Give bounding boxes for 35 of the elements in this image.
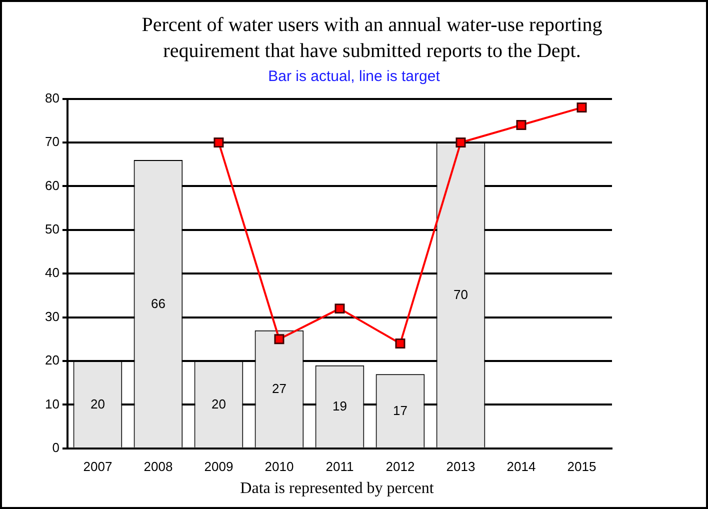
x-tick-label: 2008	[144, 458, 173, 474]
y-tick-label: 40	[44, 265, 60, 280]
data-label: 19	[332, 398, 347, 414]
chart-title: Percent of water users with an annual water-use reporting requirement that have submitted reports to the Dept.	[140, 13, 604, 64]
data-label: 66	[150, 296, 166, 311]
x-tick-label: 2014	[506, 458, 536, 474]
y-tick-label: 20	[44, 352, 60, 368]
x-tick-label: 2009	[204, 458, 234, 474]
point	[456, 138, 466, 148]
chart-subtitle: Bar is actual, line is target	[267, 68, 441, 85]
point	[395, 338, 406, 349]
x-tick-label: 2011	[326, 458, 354, 474]
point	[274, 334, 284, 344]
y-tick-label: 50	[44, 221, 60, 236]
y-tick-label: 10	[44, 396, 60, 412]
y-tick-label: 30	[44, 308, 60, 324]
point	[516, 120, 526, 130]
y-tick-label: 70	[44, 134, 60, 150]
data-label: 20	[211, 396, 226, 412]
y-tick-label: 80	[44, 90, 60, 106]
point	[576, 102, 587, 113]
point	[214, 138, 224, 148]
data-label: 70	[454, 287, 468, 302]
point	[334, 304, 345, 314]
y-tick-label: 0	[52, 440, 60, 455]
x-tick-label: 2015	[567, 458, 596, 474]
data-label: 20	[90, 396, 105, 412]
x-tick-label: 2012	[386, 458, 415, 474]
text: Data is represented by percent	[239, 480, 435, 498]
data-label: 17	[393, 402, 408, 418]
y-tick-label: 60	[44, 178, 60, 193]
x-tick-label: 2007	[83, 458, 112, 474]
x-tick-label: 2013	[446, 458, 476, 474]
data-label: 27	[272, 380, 286, 396]
x-tick-label: 2010	[264, 458, 294, 474]
